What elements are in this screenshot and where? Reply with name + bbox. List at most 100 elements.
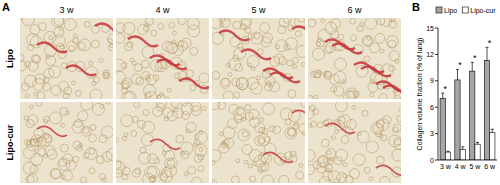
alveolus [389,135,401,147]
alveolus [335,120,345,130]
significance-mark: * [488,38,492,48]
column-label: 5 w [251,5,266,15]
alveolus [190,47,198,55]
alveolus [314,95,318,99]
alveolus [254,33,260,39]
alveolus [395,59,399,63]
alveolus [308,19,316,27]
alveolus [252,162,256,166]
alveolus [61,175,65,179]
alveolus [76,145,82,151]
alveolus [229,58,241,70]
x-tick-label: 4 w [455,163,467,170]
alveolus [50,112,62,124]
alveolus [141,134,153,146]
alveolus [89,148,95,154]
alveolus [50,169,60,179]
alveolus [308,165,315,175]
alveolus [45,146,55,156]
y-tick [435,54,438,55]
bar [484,61,489,160]
micrograph-content [212,18,305,99]
y-tick [435,160,438,161]
alveolus [138,25,148,35]
alveolus [343,91,355,99]
alveolus [341,136,349,144]
alveolus [323,171,333,181]
legend-label: Lipo [444,7,457,15]
alveolus [366,141,378,153]
alveolus [31,138,39,146]
alveolus [116,23,125,33]
alveolus [143,110,149,116]
y-tick-label: 9 [430,77,434,84]
micrograph-content [116,18,209,99]
significance-mark: * [444,84,448,94]
micrograph-content [308,102,401,183]
alveolus [212,180,216,183]
alveolus [367,36,371,40]
alveolus [116,138,119,142]
collagen-stain [241,49,271,59]
alveolus [370,93,374,97]
alveolus [132,61,136,65]
bar [475,144,480,160]
alveolus [380,176,390,183]
column-label: 3 w [59,5,74,15]
alveolus [380,49,384,53]
alveolus [321,139,329,147]
error-line [486,47,487,60]
alveolus [78,111,88,121]
alveolus [311,121,317,127]
alveolus [145,18,153,25]
alveolus [92,40,100,48]
alveolus [89,61,93,65]
alveolus [397,116,401,122]
alveolus [67,41,77,51]
y-tick [435,133,438,134]
alveolus [28,115,38,125]
alveolus [173,31,177,35]
collagen-stain [179,78,209,88]
alveolus [324,46,332,54]
alveolus [25,94,29,98]
alveolus [65,111,69,115]
column-label: 6 w [347,5,362,15]
alveolus [73,38,79,44]
alveolus [285,127,297,139]
alveolus [181,102,187,106]
alveolus [96,156,104,164]
alveolus [106,102,110,104]
alveolus [194,139,200,145]
alveolus [248,63,252,67]
alveolus [99,58,103,62]
alveolus [313,70,321,78]
alveolus [228,73,232,77]
alveolus [51,169,61,179]
alveolus [191,106,201,116]
micrograph [113,17,209,104]
alveolus [296,171,304,179]
alveolus [167,158,177,168]
alveolus [190,85,196,91]
alveolus [34,128,44,138]
alveolus [108,34,113,44]
alveolus [122,174,128,180]
alveolus [73,156,79,162]
alveolus [293,64,297,68]
alveolus [242,131,248,137]
alveolus [63,93,69,99]
collagen-stain [219,30,249,40]
alveolus [375,33,385,43]
alveolus [39,134,51,146]
alveolus [279,175,289,183]
alveolus [377,18,385,25]
y-tick [435,107,438,108]
column-label: 4 w [155,5,170,15]
alveolus [238,129,250,141]
legend-swatch [462,7,468,13]
y-tick-label: 6 [430,104,434,111]
micrograph [210,14,322,101]
micrograph [307,14,413,103]
alveolus [188,25,200,37]
